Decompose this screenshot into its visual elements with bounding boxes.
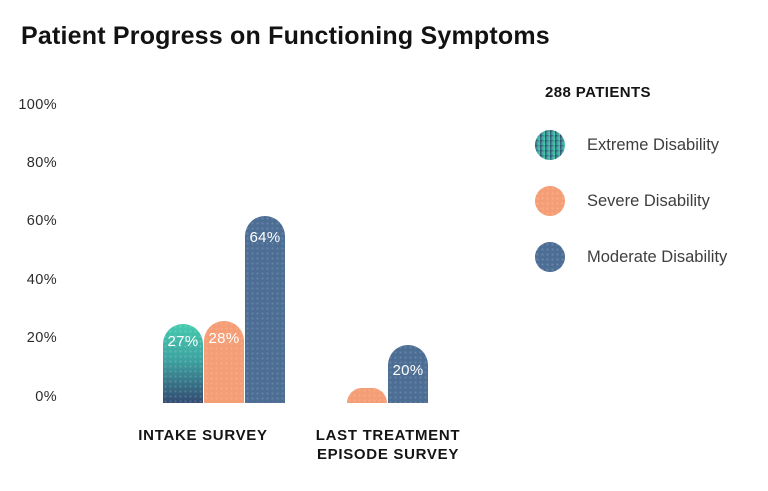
legend: 288 PATIENTS Extreme Disability Severe D… bbox=[535, 84, 755, 298]
chart-title: Patient Progress on Functioning Symptoms bbox=[21, 22, 550, 50]
severe-disability-swatch-icon bbox=[535, 186, 565, 216]
y-axis-tick-40: 40% bbox=[26, 272, 57, 288]
plot-area: 27% 28% 64% 20% bbox=[163, 216, 428, 403]
legend-item-severe-disability: Severe Disability bbox=[535, 186, 755, 216]
bar-value-label: 20% bbox=[392, 362, 424, 379]
legend-header-patient-count: 288 PATIENTS bbox=[545, 84, 651, 101]
x-axis-label-intake-survey: INTAKE SURVEY bbox=[138, 427, 268, 444]
bar-intake-extreme: 27% bbox=[163, 324, 203, 403]
bar-intake-severe: 28% bbox=[204, 321, 244, 403]
moderate-disability-swatch-icon bbox=[535, 242, 565, 272]
legend-item-label: Severe Disability bbox=[587, 191, 710, 210]
legend-item-label: Moderate Disability bbox=[587, 247, 728, 266]
bar-last-severe bbox=[347, 388, 387, 403]
legend-item-extreme-disability: Extreme Disability bbox=[535, 130, 755, 160]
y-axis-tick-20: 20% bbox=[26, 330, 57, 346]
y-axis-tick-100: 100% bbox=[18, 97, 57, 113]
y-axis-tick-80: 80% bbox=[26, 155, 57, 171]
x-axis-label-last-treatment-episode-survey: LAST TREATMENT EPISODE SURVEY bbox=[315, 427, 461, 463]
extreme-disability-swatch-icon bbox=[535, 130, 565, 160]
bar-last-moderate: 20% bbox=[388, 345, 428, 403]
bar-value-label: 27% bbox=[167, 333, 199, 350]
bar-intake-moderate: 64% bbox=[245, 216, 285, 403]
bar-value-label: 64% bbox=[249, 229, 281, 246]
y-axis-tick-60: 60% bbox=[26, 213, 57, 229]
y-axis-tick-0: 0% bbox=[35, 389, 57, 405]
bar-value-label: 28% bbox=[208, 330, 240, 347]
legend-item-label: Extreme Disability bbox=[587, 135, 720, 154]
legend-item-moderate-disability: Moderate Disability bbox=[535, 242, 755, 272]
